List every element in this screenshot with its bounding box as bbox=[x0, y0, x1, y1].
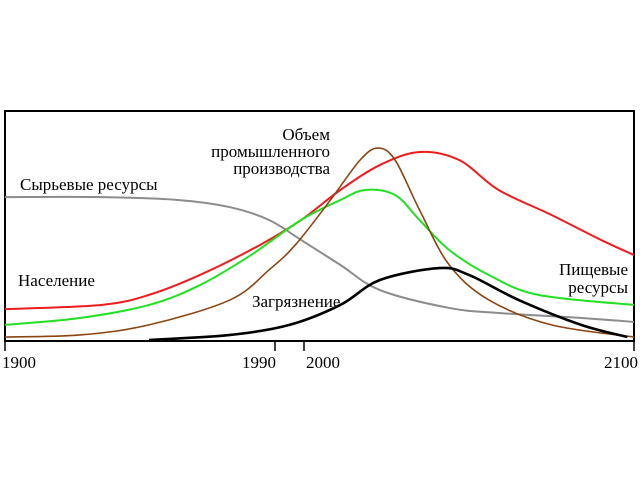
x-tick-label-1900: 1900 bbox=[2, 353, 36, 372]
label-resources: Сырьевые ресурсы bbox=[20, 175, 158, 194]
series-layer bbox=[4, 147, 635, 342]
label-food-line1: Пищевые bbox=[559, 260, 628, 279]
series-line-0 bbox=[4, 195, 635, 323]
x-axis: 1900 1990 2000 2100 bbox=[2, 341, 638, 372]
series-line-1 bbox=[4, 150, 635, 311]
series-line-3 bbox=[4, 147, 635, 338]
series-line-4 bbox=[148, 266, 628, 342]
series-line-2 bbox=[4, 188, 635, 326]
plot-frame bbox=[4, 110, 635, 342]
label-pollution: Загрязнение bbox=[252, 292, 340, 311]
label-food-line2: ресурсы bbox=[568, 278, 628, 297]
label-population: Население bbox=[18, 271, 95, 290]
label-industry-line1: Объем bbox=[282, 125, 330, 144]
x-tick-label-2000: 2000 bbox=[306, 353, 340, 372]
x-tick-label-2100: 2100 bbox=[604, 353, 638, 372]
label-industry-line3: производства bbox=[233, 159, 330, 178]
label-industry-line2: промышленного bbox=[211, 142, 330, 161]
x-tick-label-1990: 1990 bbox=[242, 353, 276, 372]
